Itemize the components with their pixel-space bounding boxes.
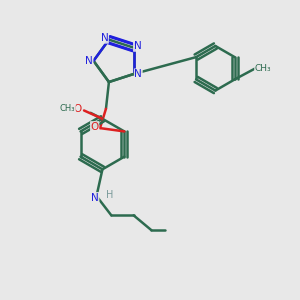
Text: O: O [91, 122, 99, 132]
Text: N: N [134, 69, 142, 79]
Text: N: N [134, 41, 141, 51]
Text: N: N [100, 33, 108, 43]
Text: CH₃: CH₃ [60, 104, 75, 113]
Text: N: N [85, 56, 93, 66]
Text: CH₃: CH₃ [255, 64, 271, 73]
Text: N: N [91, 193, 99, 202]
Text: H: H [106, 190, 114, 200]
Text: O: O [74, 104, 82, 114]
